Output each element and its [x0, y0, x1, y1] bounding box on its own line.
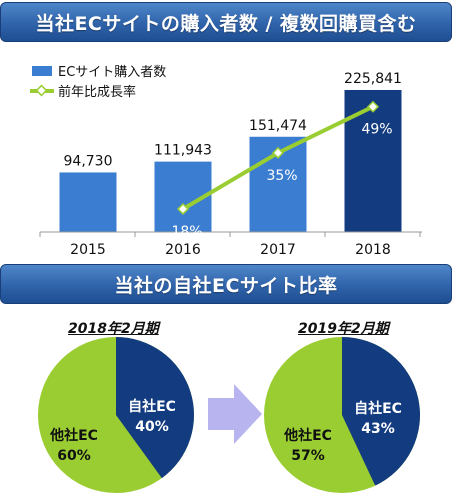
pie-slice-own-2018 [116, 337, 194, 479]
growth-point-2016 [176, 202, 190, 216]
arrow-icon [208, 384, 262, 444]
growth-point-2018 [366, 100, 380, 113]
growth-label-2017: 35% [266, 168, 297, 184]
section-banner: 当社の自社ECサイト比率 [0, 264, 452, 304]
pie-value-own-2019: 43% [361, 421, 395, 437]
legend-label-bars: ECサイト購入者数 [58, 65, 166, 80]
growth-label-2016: 18% [171, 224, 202, 240]
x-tick-label-2015: 2015 [70, 242, 106, 258]
bar-value-label-2018: 225,841 [344, 71, 402, 87]
pie-label-other-2019: 他社EC [283, 427, 332, 444]
bar-value-label-2017: 151,474 [249, 118, 307, 134]
section-title: 当社の自社ECサイト比率 [114, 274, 338, 297]
bar-2015 [59, 172, 117, 232]
pie-label-other-2018: 他社EC [49, 427, 98, 444]
bar-value-label-2015: 94,730 [64, 153, 113, 169]
pie-label-own-2018: 自社EC [128, 398, 176, 415]
legend-swatch-bars [32, 66, 52, 76]
pie-value-other-2018: 60% [57, 448, 91, 464]
x-tick-label-2017: 2017 [260, 242, 296, 258]
pie-value-own-2018: 40% [135, 419, 169, 435]
pie-title-2018: 2018年2月期 [68, 321, 159, 337]
pie-title-2019: 2019年2月期 [298, 321, 389, 337]
legend-marker-line [35, 84, 48, 97]
header-banner: 当社ECサイトの購入者数 / 複数回購買含む [0, 2, 452, 42]
pie-value-other-2019: 57% [291, 448, 325, 464]
pie-label-own-2019: 自社EC [354, 400, 402, 417]
bar-value-label-2016: 111,943 [154, 143, 212, 159]
x-tick-label-2016: 2016 [165, 242, 201, 258]
bar-2018 [344, 90, 402, 232]
header-title: 当社ECサイトの購入者数 / 複数回購買含む [35, 12, 417, 35]
pie-slice-own-2019 [342, 337, 421, 486]
growth-label-2018: 49% [361, 122, 392, 138]
legend-label-line: 前年比成長率 [58, 84, 136, 100]
growth-point-2017 [271, 146, 285, 159]
x-tick-label-2018: 2018 [355, 242, 391, 258]
